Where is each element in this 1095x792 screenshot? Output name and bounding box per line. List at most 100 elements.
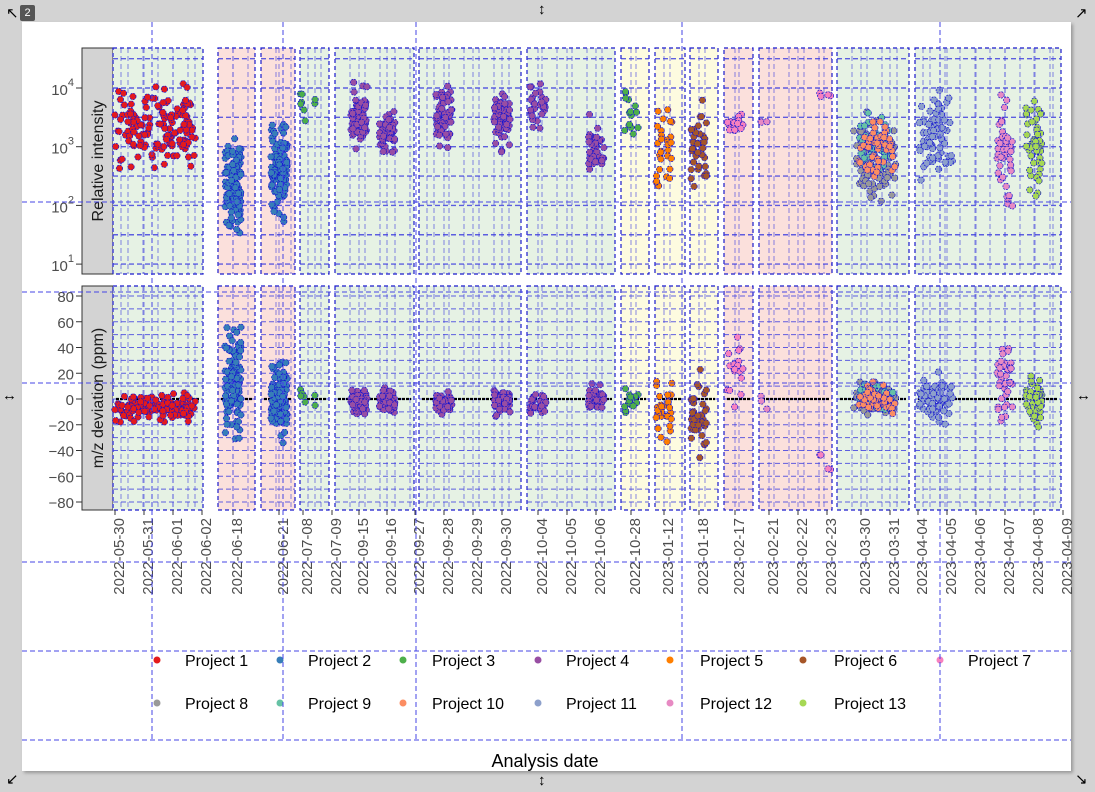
data-point-intensity	[444, 98, 452, 106]
data-point-deviation	[1033, 384, 1042, 392]
x-tick-label: 2022-09-16	[383, 518, 400, 595]
data-point-intensity	[282, 123, 290, 131]
data-point-intensity	[873, 168, 881, 176]
data-point-deviation	[763, 405, 771, 413]
data-point-intensity	[688, 145, 696, 153]
data-point-intensity	[235, 145, 243, 153]
legend-key-icon	[534, 699, 542, 707]
data-point-intensity	[860, 154, 868, 162]
x-tick-label: 2022-09-30	[498, 518, 515, 595]
legend-item: Project 1	[153, 653, 248, 670]
data-point-intensity	[946, 118, 954, 127]
data-point-deviation	[654, 424, 662, 433]
facet-panel	[723, 47, 754, 275]
facet-panel	[334, 47, 415, 275]
data-point-intensity	[935, 86, 943, 94]
data-point-deviation	[283, 415, 291, 423]
data-point-intensity	[268, 181, 276, 189]
data-point-intensity	[438, 105, 446, 113]
resize-handle-top-left-icon[interactable]: ↖	[6, 5, 19, 22]
legend-label: Project 1	[185, 653, 248, 670]
resize-handle-left-icon[interactable]: ↔	[2, 387, 17, 404]
data-point-intensity	[390, 108, 398, 116]
data-point-deviation	[271, 373, 279, 382]
data-point-intensity	[585, 138, 593, 146]
data-point-deviation	[696, 365, 704, 374]
data-point-intensity	[164, 151, 172, 159]
data-point-deviation	[361, 410, 369, 418]
data-point-deviation	[863, 388, 871, 396]
data-point-intensity	[928, 132, 936, 141]
data-point-deviation	[272, 401, 280, 409]
y-tick-exponent: 1	[68, 253, 74, 265]
data-point-intensity	[136, 142, 144, 150]
data-point-deviation	[222, 414, 231, 422]
data-point-deviation	[1008, 403, 1016, 411]
data-point-deviation	[281, 428, 289, 436]
data-point-deviation	[692, 426, 700, 434]
legend-item: Project 2	[276, 653, 371, 670]
data-point-deviation	[233, 400, 241, 408]
data-point-deviation	[225, 357, 233, 365]
data-point-intensity	[869, 118, 877, 126]
data-point-deviation	[506, 408, 514, 416]
data-point-intensity	[349, 109, 357, 117]
data-point-intensity	[181, 111, 190, 120]
data-point-intensity	[600, 144, 608, 152]
data-point-intensity	[1002, 182, 1010, 191]
data-point-deviation	[146, 402, 154, 410]
data-point-intensity	[490, 118, 499, 126]
data-point-deviation	[490, 391, 499, 399]
data-point-intensity	[817, 92, 825, 100]
panel-background	[836, 47, 910, 275]
data-point-deviation	[998, 395, 1006, 403]
panel-background	[723, 47, 754, 275]
data-point-intensity	[361, 101, 370, 109]
data-point-intensity	[947, 152, 955, 160]
data-point-deviation	[941, 420, 949, 428]
data-point-intensity	[311, 95, 319, 104]
data-point-intensity	[626, 108, 635, 116]
legend-label: Project 4	[566, 653, 629, 670]
data-point-intensity	[156, 120, 164, 128]
y-tick-label: 40	[57, 341, 74, 358]
data-point-intensity	[433, 112, 441, 120]
data-point-intensity	[940, 116, 948, 124]
data-point-intensity	[824, 91, 832, 99]
data-point-intensity	[1032, 192, 1040, 200]
legend-key-icon	[799, 699, 807, 707]
data-point-intensity	[301, 117, 309, 125]
data-point-intensity	[231, 135, 239, 143]
data-point-intensity	[867, 194, 875, 202]
resize-handle-bottom-right-icon[interactable]: ↘	[1075, 771, 1088, 788]
data-point-deviation	[501, 400, 509, 408]
data-point-intensity	[526, 83, 534, 91]
data-point-deviation	[1030, 412, 1038, 420]
data-point-deviation	[996, 370, 1005, 378]
data-point-intensity	[271, 129, 279, 138]
data-point-intensity	[127, 110, 135, 118]
data-point-deviation	[1007, 364, 1015, 373]
data-point-intensity	[945, 94, 953, 102]
data-point-deviation	[856, 393, 864, 401]
panel-background	[620, 47, 650, 275]
facet-strip	[81, 47, 114, 275]
data-point-intensity	[270, 207, 278, 216]
data-point-intensity	[1028, 118, 1036, 126]
data-point-deviation	[998, 413, 1006, 421]
data-point-intensity	[166, 114, 175, 122]
data-point-intensity	[1022, 110, 1030, 118]
data-point-deviation	[282, 359, 290, 367]
legend-key-icon	[666, 656, 674, 664]
resize-handle-right-icon[interactable]: ↔	[1076, 387, 1091, 404]
data-point-deviation	[585, 392, 593, 400]
x-tick-label: 2022-10-06	[592, 518, 609, 595]
resize-handle-top-right-icon[interactable]: ↗	[1075, 5, 1088, 22]
resize-handle-bottom-icon[interactable]: ↕	[538, 772, 546, 789]
x-tick-label: 2022-09-27	[411, 518, 428, 595]
resize-handle-top-icon[interactable]: ↕	[538, 1, 546, 18]
resize-handle-bottom-left-icon[interactable]: ↙	[6, 771, 19, 788]
data-point-intensity	[503, 120, 511, 129]
data-point-intensity	[447, 118, 455, 126]
data-point-deviation	[940, 407, 948, 415]
